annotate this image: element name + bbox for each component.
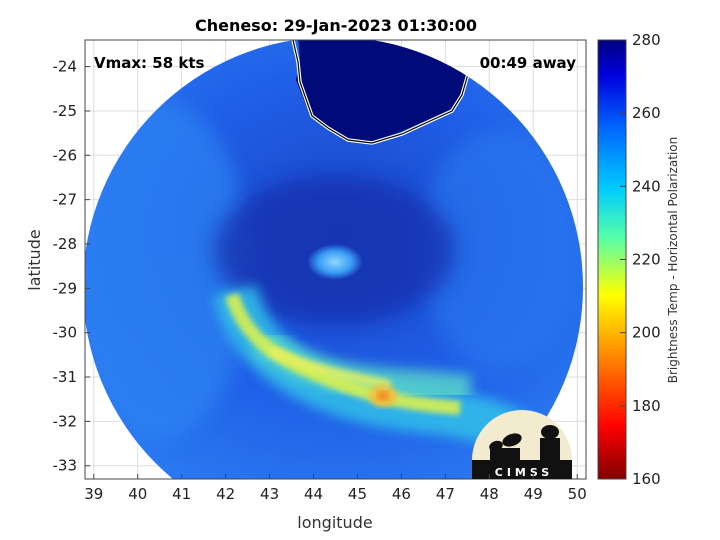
logo-text: CIMSS xyxy=(495,466,553,479)
colorbar-tick-label: 160 xyxy=(632,470,661,488)
x-tick-label: 43 xyxy=(260,485,279,503)
x-tick-label: 40 xyxy=(128,485,147,503)
colorbar-ticks: 280 260 240 220 200 180 160 xyxy=(620,31,661,488)
x-tick-label: 42 xyxy=(216,485,235,503)
colorbar-tick-label: 220 xyxy=(632,251,661,269)
chart-title: Cheneso: 29-Jan-2023 01:30:00 xyxy=(195,16,477,35)
plot-border xyxy=(84,39,587,480)
x-tick-label: 48 xyxy=(480,485,499,503)
y-tick-label: -25 xyxy=(53,102,78,120)
x-tick-label: 44 xyxy=(304,485,323,503)
x-tick-label: 41 xyxy=(172,485,191,503)
storm-eye xyxy=(307,244,363,280)
x-tick-label: 49 xyxy=(524,485,543,503)
x-axis: 39 40 41 42 43 44 45 46 47 48 49 50 xyxy=(84,474,587,503)
colorbar-tick-label: 280 xyxy=(632,31,661,49)
colorbar-tick-label: 240 xyxy=(632,177,661,195)
colorbar-label: Brightness Temp - Horizontal Polarizatio… xyxy=(666,137,680,384)
vmax-label: Vmax: 58 kts xyxy=(94,54,204,72)
y-axis-label: latitude xyxy=(25,229,44,290)
microwave-swath xyxy=(85,40,583,479)
x-tick-label: 47 xyxy=(436,485,455,503)
y-tick-label: -32 xyxy=(53,412,78,430)
yellow-band xyxy=(225,292,461,415)
y-axis: -24 -25 -26 -27 -28 -29 -30 -31 -32 -33 xyxy=(53,58,90,475)
x-tick-label: 46 xyxy=(392,485,411,503)
y-tick-label: -28 xyxy=(53,235,78,253)
landmass xyxy=(296,40,480,142)
y-tick-label: -29 xyxy=(53,279,78,297)
colorbar-tick-label: 260 xyxy=(632,104,661,122)
x-tick-label: 45 xyxy=(348,485,367,503)
x-tick-label: 39 xyxy=(84,485,103,503)
colorbar-tick-label: 180 xyxy=(632,397,661,415)
y-tick-label: -33 xyxy=(53,457,78,475)
colorbar-tick-label: 200 xyxy=(632,324,661,342)
y-tick-label: -31 xyxy=(53,368,78,386)
time-away-label: 00:49 away xyxy=(480,54,577,72)
y-tick-label: -24 xyxy=(53,58,78,76)
y-tick-label: -27 xyxy=(53,191,78,209)
cimss-logo: CIMSS xyxy=(472,410,572,479)
x-tick-label: 50 xyxy=(568,485,587,503)
outer-bands xyxy=(85,100,250,440)
x-axis-label: longitude xyxy=(297,513,372,532)
y-tick-label: -30 xyxy=(53,324,78,342)
y-tick-label: -26 xyxy=(53,146,78,164)
